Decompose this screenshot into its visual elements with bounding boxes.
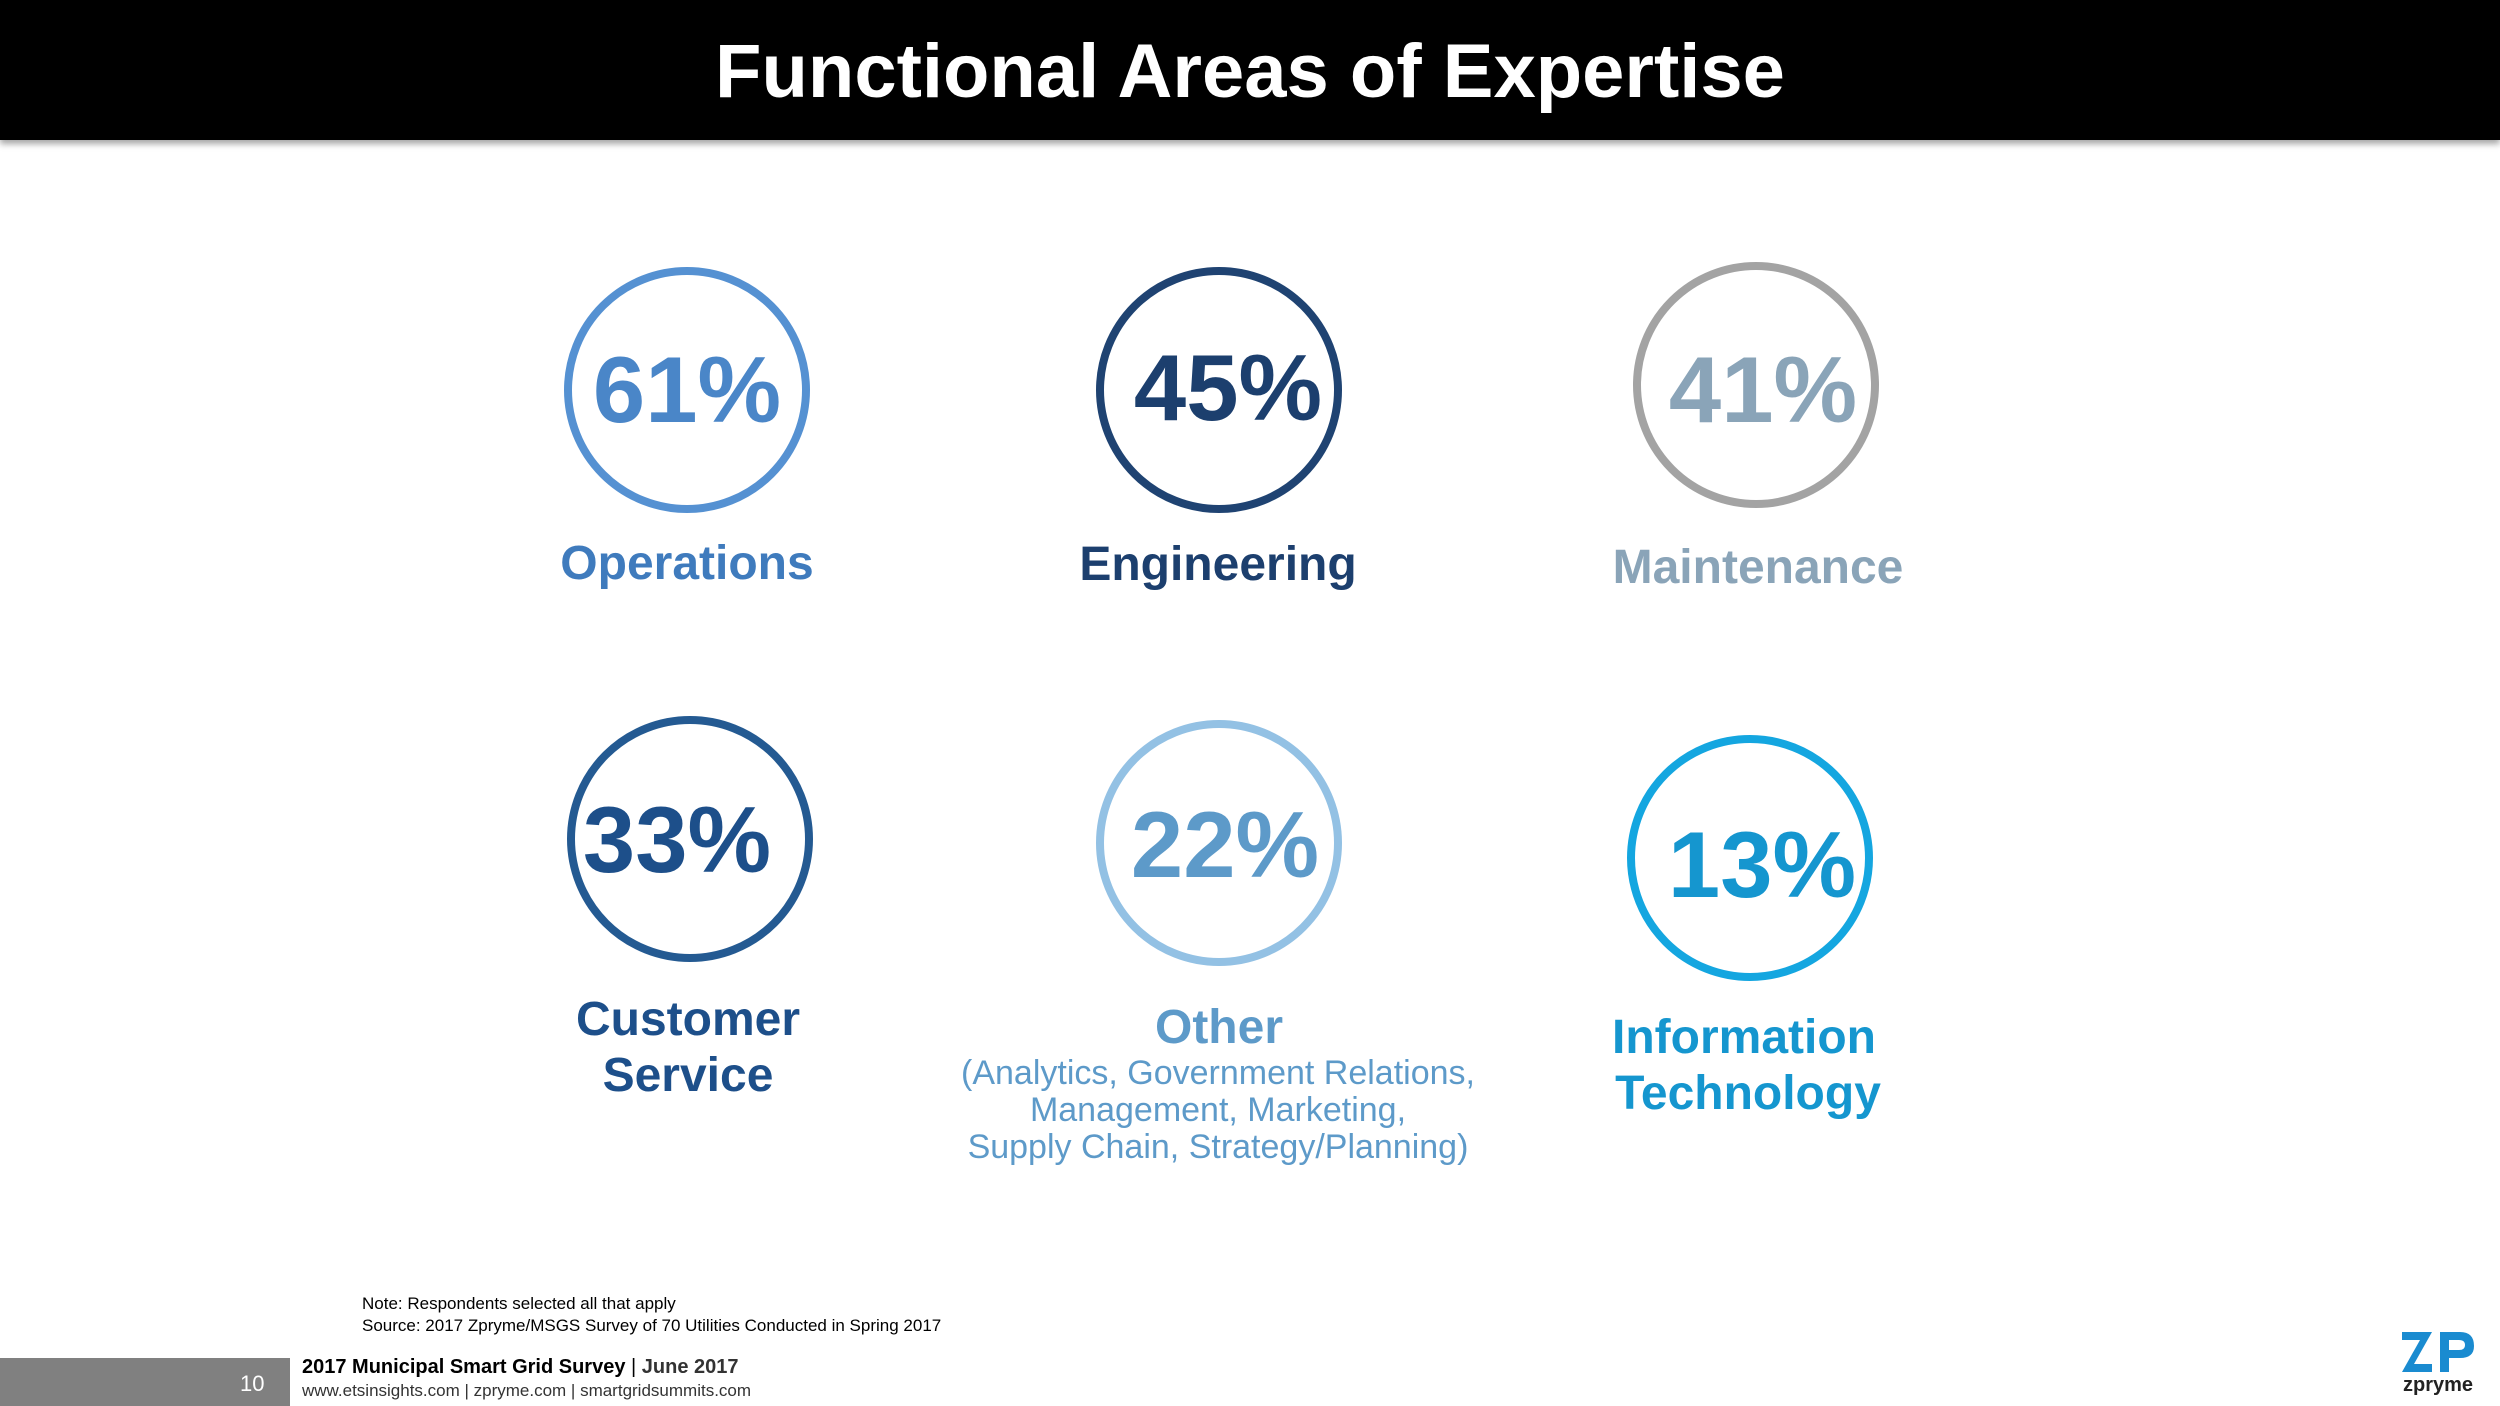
separator: | [625,1356,642,1378]
stat-percent: 61% [592,337,782,442]
page-number: 10 [240,1371,265,1396]
stat-circle [1627,735,1873,981]
stat-percent: 13% [1667,812,1857,917]
stat-circle [1096,267,1342,513]
notes: Note: Respondents selected all that appl… [362,1293,941,1337]
stat-circle [564,267,810,513]
stat-percent: 33% [582,787,772,892]
stat-label: Engineering [1079,538,1357,591]
logo-mark-icon [2402,1332,2474,1372]
stat-sublabel-line2: Management, Marketing, [1029,1091,1407,1129]
zpryme-logo-icon: zpryme [2396,1328,2480,1398]
title-bar: Functional Areas of Expertise [0,0,2500,140]
logo-wordmark: zpryme [2402,1374,2474,1396]
stat-label: Operations [560,537,814,590]
stat-circle [567,716,813,962]
stat-label-line1: Information [1612,1011,1876,1064]
stat-label: Other [1154,1001,1283,1054]
note-text: Note: Respondents selected all that appl… [362,1294,676,1313]
footer-page-bar [0,1358,290,1406]
stat-circle [1633,262,1879,508]
survey-date: June 2017 [641,1356,739,1378]
stat-label: Maintenance [1612,541,1904,594]
stat-circle [1096,720,1342,966]
stat-sublabel-line1: (Analytics, Government Relations, [961,1054,1475,1092]
stat-sublabel-line3: Supply Chain, Strategy/Planning) [967,1128,1469,1166]
stat-percent: 45% [1133,335,1323,440]
stat-label-line1: Customer [575,993,801,1046]
footer-survey-line: 2017 Municipal Smart Grid Survey | June … [302,1355,739,1379]
survey-name: 2017 Municipal Smart Grid Survey [302,1356,626,1378]
stat-percent: 41% [1668,337,1858,442]
page-title: Functional Areas of Expertise [715,29,1785,114]
stat-label-line2: Service [602,1049,774,1102]
stat-label-line2: Technology [1615,1067,1881,1120]
footer-urls: www.etsinsights.com | zpryme.com | smart… [302,1381,752,1400]
stat-percent: 22% [1130,792,1320,897]
source-text: Source: 2017 Zpryme/MSGS Survey of 70 Ut… [362,1316,942,1335]
